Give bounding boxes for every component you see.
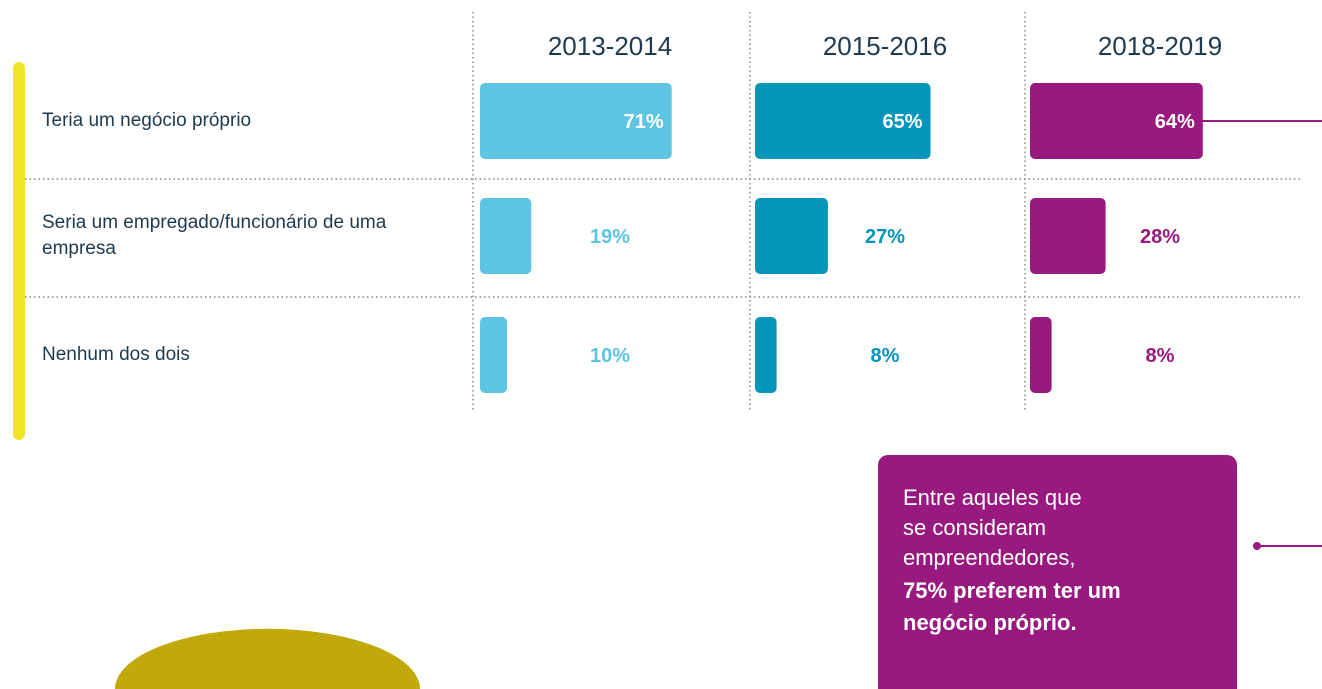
- series-header: 2015-2016: [823, 31, 947, 61]
- annotation-text: empreendedores,: [903, 545, 1075, 570]
- annotation-text: se consideram: [903, 515, 1046, 540]
- decor-shape: [115, 628, 420, 689]
- series-header: 2018-2019: [1098, 31, 1222, 61]
- value-label: 19%: [590, 226, 630, 248]
- value-label: 28%: [1140, 226, 1180, 248]
- value-label: 64%: [1155, 111, 1195, 133]
- bar: [480, 83, 672, 159]
- accent-bar: [13, 62, 25, 440]
- annotation-text: Entre aqueles que: [903, 485, 1082, 510]
- bar: [1030, 317, 1052, 393]
- annotation-box: [878, 455, 1237, 689]
- series-header: 2013-2014: [548, 31, 672, 61]
- value-label: 8%: [871, 345, 900, 367]
- category-label: Nenhum dos dois: [42, 344, 190, 365]
- bar: [480, 198, 532, 274]
- annotation-emphasis: negócio próprio.: [903, 610, 1077, 635]
- bar: [755, 317, 777, 393]
- value-label: 10%: [590, 345, 630, 367]
- connector-dot: [1253, 542, 1261, 550]
- category-label: Teria um negócio próprio: [42, 110, 252, 131]
- value-label: 27%: [865, 226, 905, 248]
- bar: [1030, 83, 1203, 159]
- bar: [480, 317, 507, 393]
- bar: [1030, 198, 1106, 274]
- bar: [755, 83, 931, 159]
- annotation-emphasis: 75% preferem ter um: [903, 578, 1121, 603]
- value-label: 8%: [1146, 345, 1175, 367]
- value-label: 71%: [624, 111, 664, 133]
- category-label: Seria um empregado/funcionário de uma em…: [42, 212, 387, 259]
- bar: [755, 198, 828, 274]
- value-label: 65%: [882, 111, 922, 133]
